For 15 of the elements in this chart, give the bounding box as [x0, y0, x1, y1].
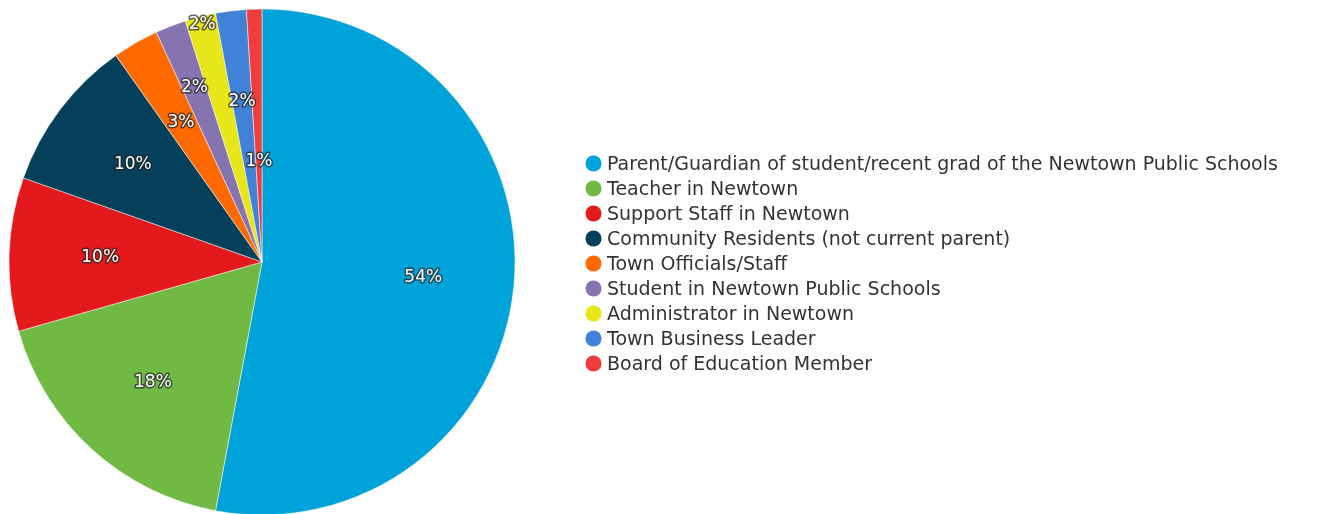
legend-label: Board of Education Member: [607, 351, 873, 374]
legend-label: Teacher in Newtown: [606, 176, 799, 199]
data-label: 2%: [188, 13, 216, 33]
data-label: 18%: [134, 370, 172, 391]
data-label: 54%: [404, 265, 443, 286]
data-label: 10%: [113, 153, 152, 174]
data-label: 3%: [167, 110, 195, 131]
legend-label: Community Residents (not current parent): [607, 226, 1011, 249]
legend-label: Administrator in Newtown: [607, 301, 855, 324]
data-label: 10%: [81, 246, 120, 267]
legend-label: Support Staff in Newtown: [607, 201, 850, 224]
legend-label: Town Business Leader: [606, 326, 816, 349]
legend-label: Parent/Guardian of student/recent grad of the Newtown Public Schools: [607, 151, 1278, 174]
legend-label: Student in Newtown Public Schools: [607, 276, 941, 299]
legend-label: Town Officials/Staff: [606, 251, 789, 274]
